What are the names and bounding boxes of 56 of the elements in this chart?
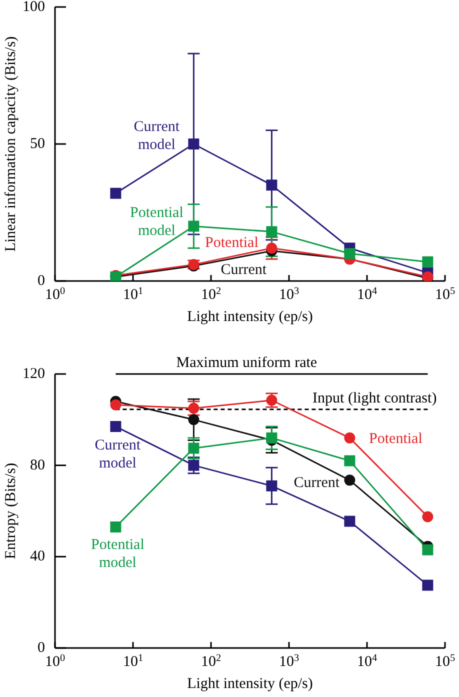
x-tick-label: 10$^{5}$ <box>434 652 456 670</box>
y-tick-label: 100 <box>22 0 45 15</box>
y-tick-label: 0 <box>38 640 45 656</box>
x-tick-label: 10$^{0}$ <box>44 286 66 303</box>
y-tick-label: 40 <box>30 548 45 565</box>
x-tick-label: 10$^{3}$ <box>278 652 300 670</box>
point <box>188 138 200 150</box>
x-tick-label: 10$^{4}$ <box>356 652 378 670</box>
point <box>110 421 122 432</box>
point <box>110 521 122 532</box>
y-axis-title: Linear information capacity (Bits/s) <box>3 36 19 252</box>
y-tick-label: 50 <box>30 136 45 152</box>
x-tick-label: 10$^{0}$ <box>44 652 66 670</box>
point <box>344 432 356 444</box>
x-tick-label: 10$^{3}$ <box>278 286 300 303</box>
point <box>266 226 278 238</box>
series-label: Current <box>294 475 340 492</box>
x-tick-label: 10$^{4}$ <box>356 286 378 303</box>
point <box>422 544 434 556</box>
point <box>344 455 356 466</box>
series-label: Potential model <box>130 205 184 240</box>
point <box>266 242 278 254</box>
point <box>266 480 278 492</box>
point <box>188 220 200 232</box>
ref-line-label: Input (light contrast) <box>312 390 437 406</box>
x-tick-label: 10$^{1}$ <box>122 286 144 303</box>
point <box>188 414 200 426</box>
point <box>422 511 434 522</box>
point <box>422 256 434 268</box>
point <box>110 188 122 199</box>
series-label: Potential <box>369 430 422 447</box>
point <box>110 399 122 410</box>
series-label: Potential <box>205 235 258 252</box>
point <box>344 516 356 527</box>
x-tick-label: 10$^{5}$ <box>434 286 456 303</box>
series-label: Current model <box>94 438 142 472</box>
point <box>266 180 278 191</box>
y-tick-label: 120 <box>22 366 45 382</box>
series-label: Current <box>220 262 268 278</box>
point <box>266 432 278 444</box>
point <box>344 474 356 486</box>
x-axis-title: Light intensity (ep/s) <box>187 676 313 692</box>
y-tick-label: 80 <box>30 457 45 474</box>
x-axis-title: Light intensity (ep/s) <box>187 309 313 325</box>
ref-line-label: Maximum uniform rate <box>176 355 318 371</box>
x-tick-label: 10$^{1}$ <box>122 652 144 670</box>
point <box>422 580 434 591</box>
point <box>188 460 200 471</box>
x-tick-label: 10$^{2}$ <box>200 652 222 670</box>
point <box>188 442 200 454</box>
y-tick-label: 0 <box>38 273 45 289</box>
series-label: Potential model <box>91 536 144 571</box>
series-label: Current model <box>134 119 180 153</box>
point <box>344 248 356 260</box>
x-tick-label: 10$^{2}$ <box>200 286 222 303</box>
y-axis-title: Entropy (Bits/s) <box>3 462 19 560</box>
